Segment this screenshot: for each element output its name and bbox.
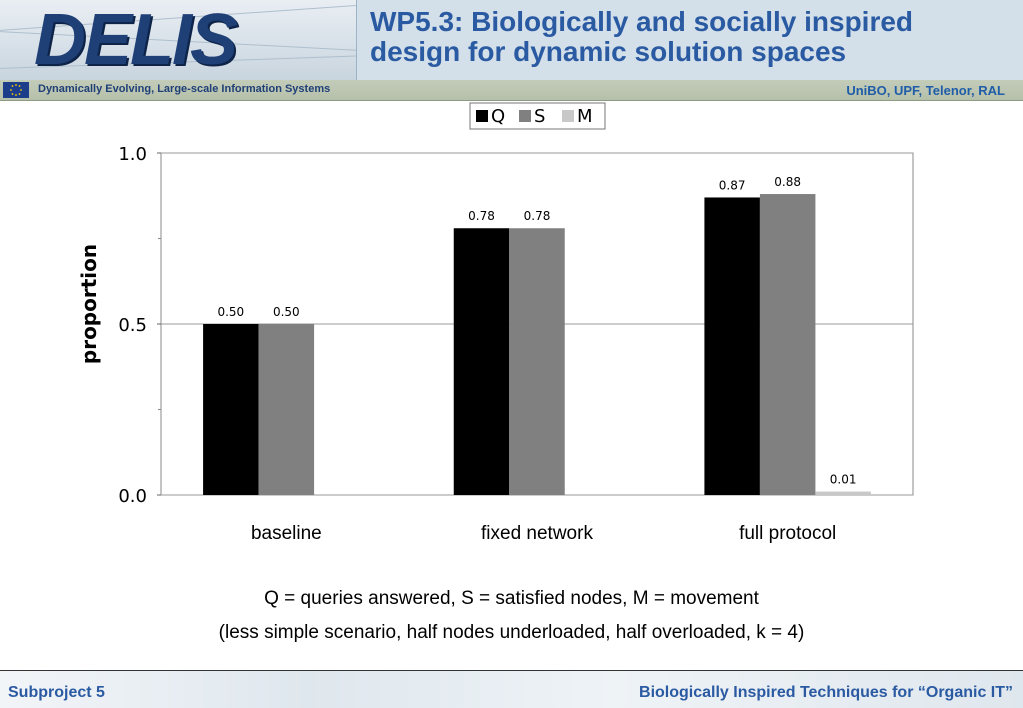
project-name: Dynamically Evolving, Large-scale Inform… <box>38 83 331 95</box>
y-tick-label: 0.0 <box>118 486 147 507</box>
bar-m <box>815 491 871 495</box>
slide-title-line2: design for dynamic solution spaces <box>370 36 847 67</box>
x-category-label: full protocol <box>739 523 836 544</box>
bar-s <box>509 228 565 496</box>
eu-flag-icon <box>3 82 29 98</box>
legend-label-s: S <box>534 106 545 127</box>
header-title-area <box>357 0 1023 80</box>
bar-s <box>759 194 816 495</box>
legend-swatch-s <box>519 110 531 122</box>
footer-divider <box>0 670 1023 671</box>
legend-swatch-q <box>476 110 488 122</box>
data-label: 0.88 <box>774 175 801 189</box>
footer-topic: Biologically Inspired Techniques for “Or… <box>639 684 1013 701</box>
legend-label-m: M <box>577 106 593 127</box>
legend-swatch-m <box>562 110 574 122</box>
data-label: 0.50 <box>217 305 244 319</box>
data-label: 0.50 <box>273 305 300 319</box>
y-tick-label: 0.5 <box>118 315 147 336</box>
bar-q <box>203 324 259 495</box>
partners: UniBO, UPF, Telenor, RAL <box>846 83 1005 98</box>
bar-s <box>258 324 315 495</box>
footer: Subproject 5 Biologically Inspired Techn… <box>0 671 1023 708</box>
legend <box>469 102 606 130</box>
delis-logo: DELIS <box>34 0 238 80</box>
y-tick-label: 1.0 <box>118 144 147 165</box>
data-label: 0.87 <box>719 178 746 192</box>
caption-line1: Q = queries answered, S = satisfied node… <box>264 588 759 609</box>
bar-q <box>704 197 760 495</box>
data-label: 0.78 <box>468 209 495 223</box>
data-label: 0.78 <box>524 209 551 223</box>
legend-label-q: Q <box>491 106 505 127</box>
footer-subproject: Subproject 5 <box>8 684 105 701</box>
slide-title: WP5.3: Biologically and socially inspire… <box>370 7 1010 67</box>
subtitle-bar: Dynamically Evolving, Large-scale Inform… <box>0 80 1023 101</box>
bar-chart: 0.0 0.5 1.0 proportion 0.50 0.50 baseline 0.78 0… <box>77 102 914 544</box>
x-category-label: fixed network <box>481 523 593 544</box>
header-logo-area: DELIS <box>0 0 357 80</box>
x-category-label: baseline <box>251 523 322 544</box>
caption-line2: (less simple scenario, half nodes underl… <box>218 622 805 643</box>
slide-title-line1: WP5.3: Biologically and socially inspire… <box>370 6 914 37</box>
y-axis-label: proportion <box>77 244 101 364</box>
bar-q <box>453 228 510 496</box>
data-label: 0.01 <box>830 473 857 487</box>
